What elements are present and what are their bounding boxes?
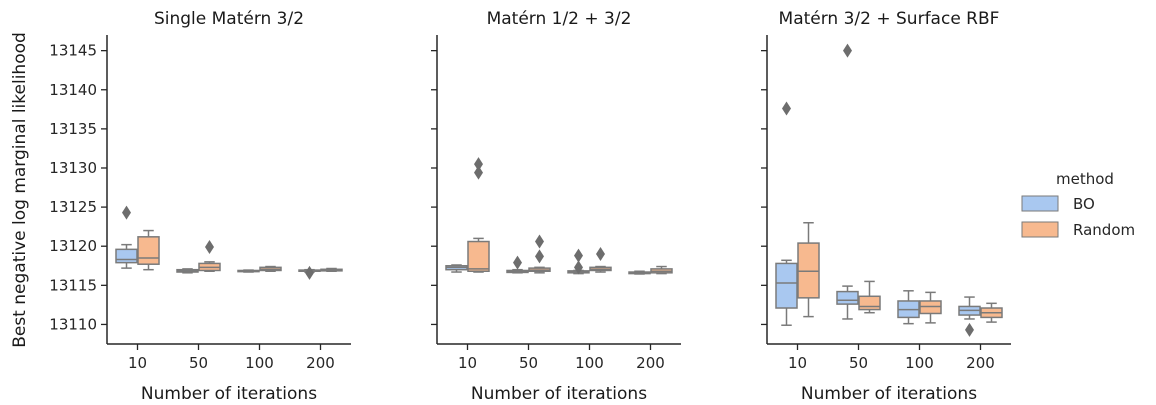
box-body <box>137 236 160 265</box>
y-tick-label: 13140 <box>49 81 97 99</box>
outlier-point <box>305 265 314 280</box>
outlier-point <box>513 255 522 270</box>
x-tick-label: 200 <box>966 354 995 372</box>
legend-label-bo: BO <box>1073 195 1095 213</box>
box-bo <box>298 265 321 280</box>
x-tick-label: 100 <box>245 354 274 372</box>
plot-area: 10 50 100 200 <box>431 35 681 372</box>
outlier-point <box>574 260 583 275</box>
outlier-point <box>574 248 583 263</box>
box-random <box>858 280 881 314</box>
panel-1: Single Matérn 3/2 1311013115131201312513… <box>49 9 351 404</box>
x-axis-label: Number of iterations <box>141 384 317 404</box>
box-bo <box>176 268 199 274</box>
box-bo <box>445 264 468 273</box>
x-tick-label: 50 <box>189 354 208 372</box>
y-tick-label: 13130 <box>49 159 97 177</box>
x-tick-label: 50 <box>519 354 538 372</box>
outlier-point <box>596 247 605 262</box>
box-bo <box>897 290 920 325</box>
box-random <box>919 291 942 324</box>
box-bo <box>115 205 138 269</box>
y-tick-label: 13110 <box>49 315 97 333</box>
box-body <box>115 248 138 264</box>
outlier-point <box>535 249 544 264</box>
outlier-point <box>474 157 483 172</box>
x-tick-label: 100 <box>575 354 604 372</box>
x-axis-label: Number of iterations <box>801 384 977 404</box>
box-random <box>137 229 160 271</box>
legend: method BO Random <box>1021 170 1135 239</box>
box-bo <box>775 101 798 326</box>
x-tick-label: 50 <box>849 354 868 372</box>
box-random <box>797 221 820 318</box>
outlier-point <box>122 205 131 220</box>
x-tick-label: 200 <box>306 354 335 372</box>
x-tick-label: 100 <box>905 354 934 372</box>
outlier-point <box>843 43 852 58</box>
x-tick-label: 10 <box>788 354 807 372</box>
box-random <box>589 247 612 273</box>
panel-2: Matérn 1/2 + 3/2 10 50 100 200 Number of it… <box>431 9 681 404</box>
box-bo <box>836 43 859 320</box>
panel-title: Matérn 1/2 + 3/2 <box>487 9 632 29</box>
x-tick-label: 200 <box>636 354 665 372</box>
legend-label-random: Random <box>1073 221 1135 239</box>
box-body <box>467 240 490 272</box>
box-random <box>980 302 1003 323</box>
y-tick-label: 13145 <box>49 42 97 60</box>
y-tick-label: 13115 <box>49 276 97 294</box>
box-body <box>836 290 859 305</box>
box-bo <box>237 269 260 273</box>
box-body <box>775 262 798 309</box>
box-random <box>528 234 551 274</box>
panel-title: Single Matérn 3/2 <box>154 9 304 29</box>
y-axis-label: Best negative log marginal likelihood <box>10 32 30 348</box>
x-axis-label: Number of iterations <box>471 384 647 404</box>
box-bo <box>628 270 651 275</box>
x-tick-label: 10 <box>128 354 147 372</box>
outlier-point <box>535 234 544 249</box>
box-bo <box>567 248 590 275</box>
plot-area: 13110 13115 13120 13125 13130 13135 13140 13145… <box>49 35 351 372</box>
box-body <box>797 242 820 299</box>
box-random <box>198 239 221 272</box>
box-bo <box>958 296 981 337</box>
y-tick-label: 13135 <box>49 120 97 138</box>
panel-title: Matérn 3/2 + Surface RBF <box>779 9 1000 29</box>
box-random <box>259 265 282 272</box>
box-body <box>858 295 881 311</box>
legend-title: method <box>1056 170 1114 188</box>
outlier-point <box>965 322 974 337</box>
box-random <box>320 267 343 272</box>
panel-3: Matérn 3/2 + Surface RBF 10 50 100 200 Numb… <box>761 9 1011 404</box>
y-tick-label: 13120 <box>49 237 97 255</box>
y-tick-label: 13125 <box>49 198 97 216</box>
plot-area: 10 50 100 200 <box>761 35 1011 372</box>
legend-swatch-bo <box>1021 195 1059 212</box>
legend-swatch-random <box>1021 221 1059 238</box>
outlier-point <box>782 101 791 116</box>
outlier-point <box>205 239 214 254</box>
box-random <box>467 157 490 273</box>
outlier-point <box>474 165 483 180</box>
box-bo <box>506 255 529 274</box>
box-body <box>919 300 942 315</box>
box-random <box>650 265 673 275</box>
x-tick-label: 10 <box>458 354 477 372</box>
